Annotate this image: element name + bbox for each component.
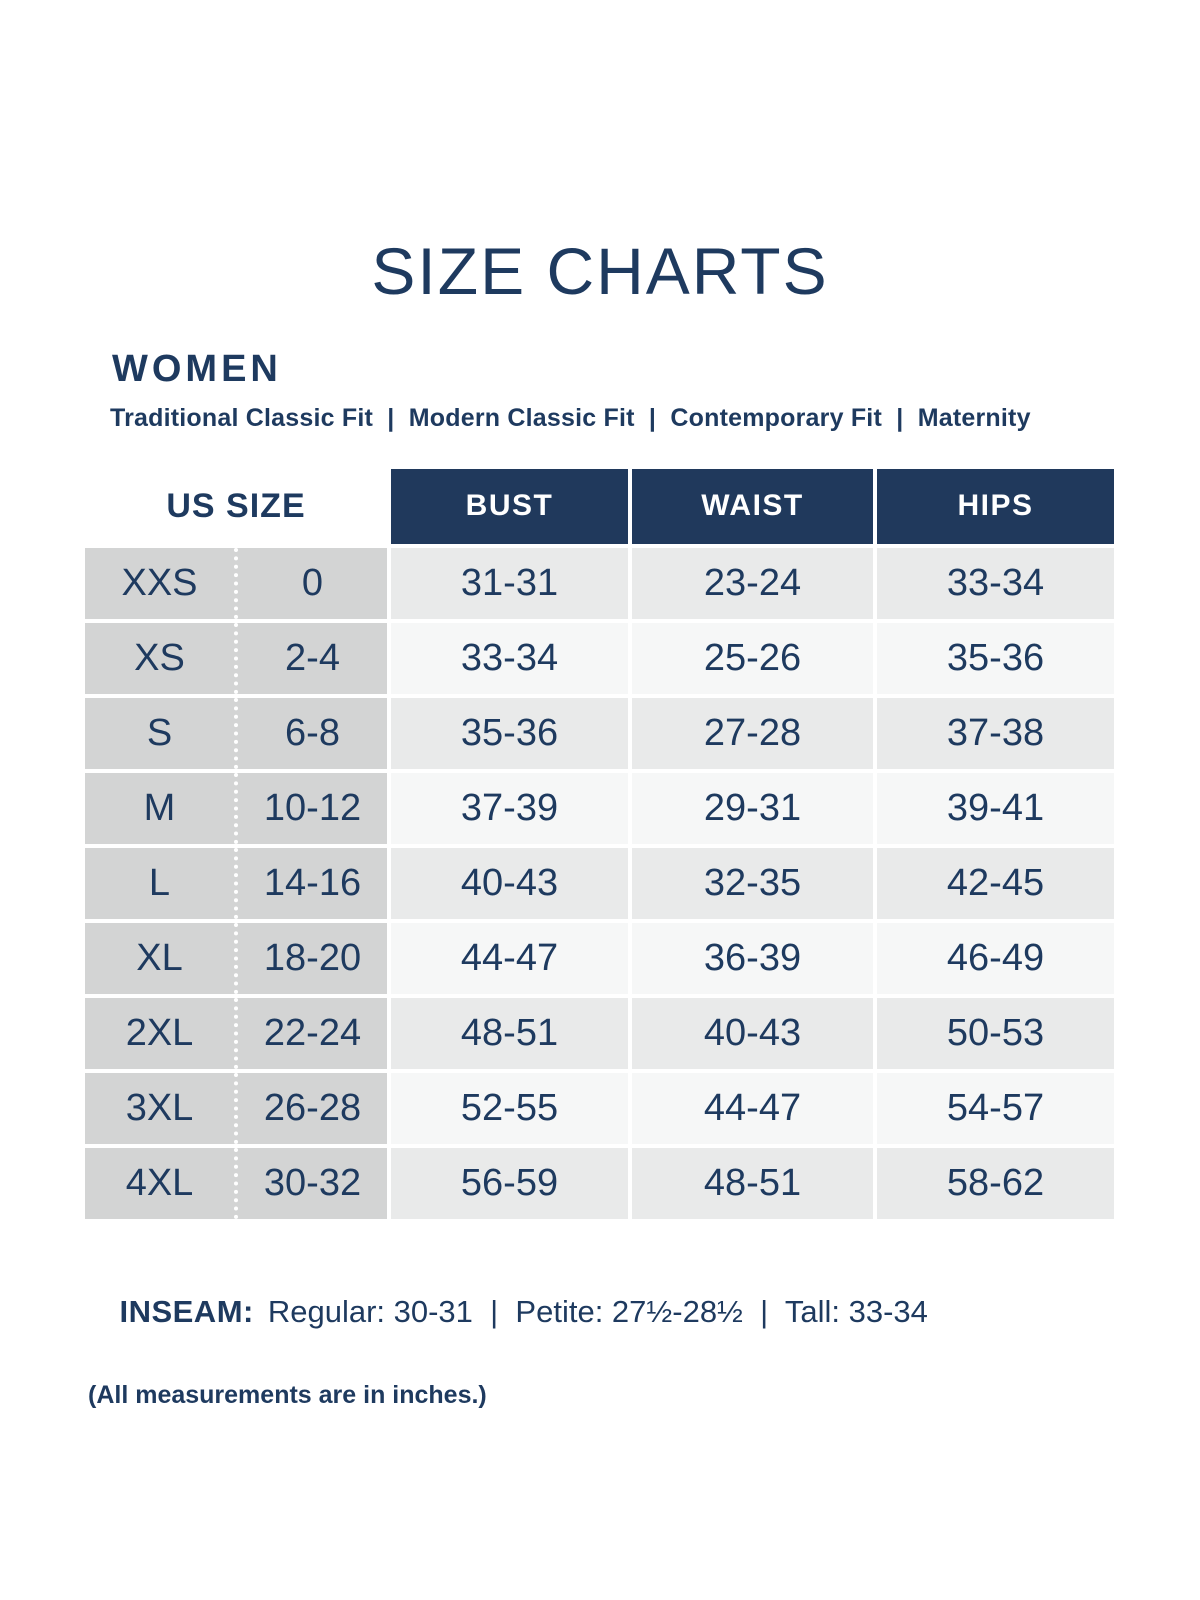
inseam-values: Regular: 30-31 | Petite: 27½-28½ | Tall:… <box>267 1293 928 1329</box>
table-row: 2XL 22-24 48-51 40-43 50-53 <box>85 997 1114 1069</box>
table-row: M 10-12 37-39 29-31 39-41 <box>85 772 1114 844</box>
us-size-number: 0 <box>301 561 324 604</box>
bust-cell: 33-34 <box>391 622 628 694</box>
hips-cell: 37-38 <box>877 697 1114 769</box>
table-row: L 14-16 40-43 32-35 42-45 <box>85 847 1114 919</box>
us-size-cell: 2XL 22-24 <box>85 997 387 1069</box>
waist-cell: 48-51 <box>632 1147 873 1219</box>
table-row: XXS 0 31-31 23-24 33-34 <box>85 547 1114 619</box>
table-row: XS 2-4 33-34 25-26 35-36 <box>85 622 1114 694</box>
us-size-number: 10-12 <box>263 786 362 829</box>
us-size-number: 26-28 <box>263 1086 362 1129</box>
inseam-label: INSEAM: <box>119 1293 254 1329</box>
waist-cell: 44-47 <box>632 1072 873 1144</box>
waist-cell: 27-28 <box>632 697 873 769</box>
col-header-hips: HIPS <box>877 468 1114 544</box>
section-title-women: WOMEN <box>112 348 282 390</box>
us-size-number: 18-20 <box>263 936 362 979</box>
hips-cell: 50-53 <box>877 997 1114 1069</box>
fit-types-line: Traditional Classic Fit | Modern Classic… <box>110 404 1031 432</box>
us-size-cell: L 14-16 <box>85 847 387 919</box>
waist-cell: 40-43 <box>632 997 873 1069</box>
women-size-table: US SIZE BUST WAIST HIPS XXS 0 31-31 23-24 33… <box>85 468 1114 1219</box>
size-table-body: XXS 0 31-31 23-24 33-34 XS 2-4 33-34 25-26 35-36 S… <box>85 547 1114 1219</box>
waist-cell: 23-24 <box>632 547 873 619</box>
us-size-number: 14-16 <box>263 861 362 904</box>
col-header-bust: BUST <box>391 468 628 544</box>
us-size-cell: S 6-8 <box>85 697 387 769</box>
hips-cell: 39-41 <box>877 772 1114 844</box>
bust-cell: 37-39 <box>391 772 628 844</box>
size-label: L <box>85 847 238 919</box>
col-header-us-size: US SIZE <box>85 468 387 544</box>
bust-cell: 56-59 <box>391 1147 628 1219</box>
hips-cell: 58-62 <box>877 1147 1114 1219</box>
measurements-note: (All measurements are in inches.) <box>88 1381 487 1410</box>
us-size-cell: XXS 0 <box>85 547 387 619</box>
us-size-number: 6-8 <box>285 711 340 754</box>
us-size-cell: 3XL 26-28 <box>85 1072 387 1144</box>
bust-cell: 44-47 <box>391 922 628 994</box>
table-row: 3XL 26-28 52-55 44-47 54-57 <box>85 1072 1114 1144</box>
size-label: S <box>85 697 238 769</box>
inseam-info: INSEAM: Regular: 30-31 | Petite: 27½-28½ … <box>85 1256 1200 1368</box>
size-label: 3XL <box>85 1072 238 1144</box>
size-label: XS <box>85 622 238 694</box>
us-size-number: 30-32 <box>263 1161 362 1204</box>
hips-cell: 46-49 <box>877 922 1114 994</box>
size-label: M <box>85 772 238 844</box>
table-row: XL 18-20 44-47 36-39 46-49 <box>85 922 1114 994</box>
bust-cell: 31-31 <box>391 547 628 619</box>
bust-cell: 52-55 <box>391 1072 628 1144</box>
size-label: XXS <box>85 547 238 619</box>
waist-cell: 25-26 <box>632 622 873 694</box>
us-size-cell: 4XL 30-32 <box>85 1147 387 1219</box>
size-label: XL <box>85 922 238 994</box>
table-row: 4XL 30-32 56-59 48-51 58-62 <box>85 1147 1114 1219</box>
size-label: 4XL <box>85 1147 238 1219</box>
us-size-cell: XS 2-4 <box>85 622 387 694</box>
hips-cell: 33-34 <box>877 547 1114 619</box>
waist-cell: 36-39 <box>632 922 873 994</box>
page-title: SIZE CHARTS <box>371 234 829 308</box>
table-row: S 6-8 35-36 27-28 37-38 <box>85 697 1114 769</box>
hips-cell: 54-57 <box>877 1072 1114 1144</box>
us-size-cell: XL 18-20 <box>85 922 387 994</box>
hips-cell: 42-45 <box>877 847 1114 919</box>
us-size-number: 22-24 <box>263 1011 362 1054</box>
size-label: 2XL <box>85 997 238 1069</box>
waist-cell: 29-31 <box>632 772 873 844</box>
waist-cell: 32-35 <box>632 847 873 919</box>
us-size-cell: M 10-12 <box>85 772 387 844</box>
bust-cell: 48-51 <box>391 997 628 1069</box>
table-header-row: US SIZE BUST WAIST HIPS <box>85 468 1114 544</box>
hips-cell: 35-36 <box>877 622 1114 694</box>
bust-cell: 40-43 <box>391 847 628 919</box>
bust-cell: 35-36 <box>391 697 628 769</box>
us-size-number: 2-4 <box>285 636 340 679</box>
col-header-waist: WAIST <box>632 468 873 544</box>
